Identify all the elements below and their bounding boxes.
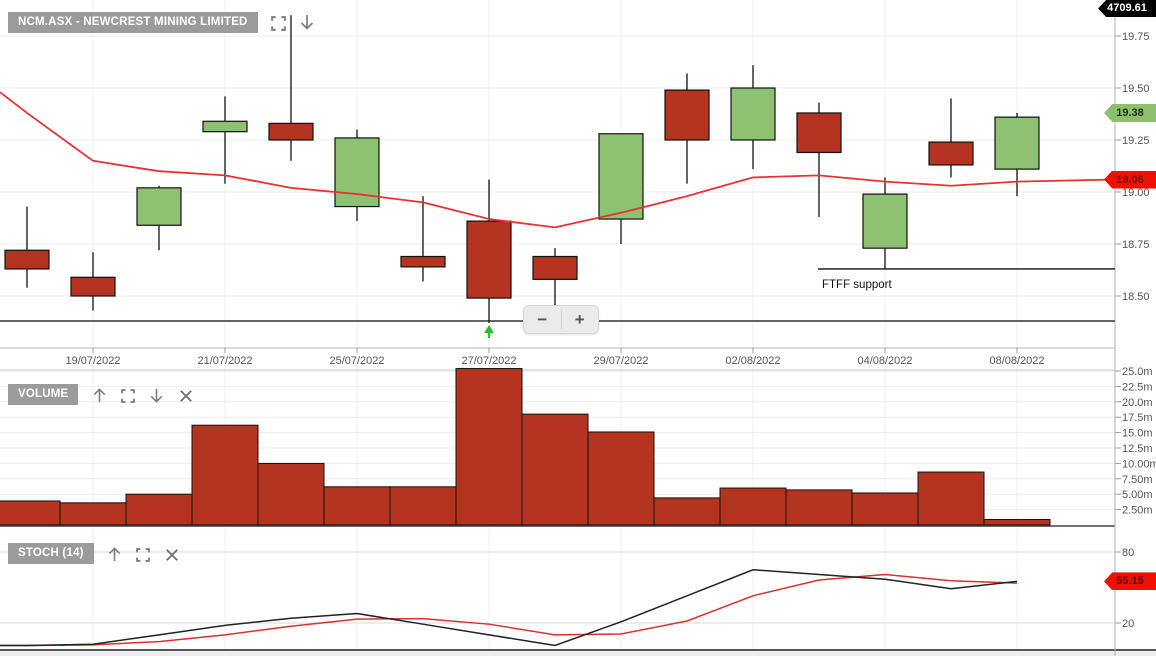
volume-axis-label: 15.0m bbox=[1122, 428, 1153, 440]
arrow-down-icon bbox=[300, 15, 314, 30]
date-axis-label: 04/08/2022 bbox=[857, 355, 912, 367]
up-arrow-marker bbox=[484, 325, 494, 333]
move-volume-down-icon[interactable] bbox=[146, 385, 166, 405]
candle-down bbox=[70, 276, 116, 297]
volume-bar bbox=[719, 487, 787, 526]
date-axis-label: 21/07/2022 bbox=[197, 355, 252, 367]
date-axis-label: 08/08/2022 bbox=[989, 355, 1044, 367]
volume-axis-label: 7.50m bbox=[1122, 474, 1153, 486]
candle-down bbox=[268, 122, 314, 141]
price-axis-label: 19.00 bbox=[1122, 187, 1150, 199]
price-axis-label: 19.75 bbox=[1122, 31, 1150, 43]
price-axis-label: 18.75 bbox=[1122, 239, 1150, 251]
stoch-axis-label: 20 bbox=[1122, 618, 1134, 630]
volume-axis-label: 20.0m bbox=[1122, 397, 1153, 409]
date-axis-label: 29/07/2022 bbox=[593, 355, 648, 367]
expand-icon bbox=[270, 15, 286, 31]
volume-bar bbox=[521, 413, 589, 526]
volume-axis-label: 12.5m bbox=[1122, 443, 1153, 455]
expand-stoch-icon[interactable] bbox=[133, 545, 153, 565]
ma-price-badge: 19.06 bbox=[1104, 170, 1156, 189]
candle-up bbox=[598, 133, 644, 220]
volume-axis-label: 10.00m bbox=[1122, 458, 1156, 470]
stoch-axis-label: 80 bbox=[1122, 547, 1134, 559]
arrow-up-icon bbox=[93, 387, 105, 402]
close-stoch-icon[interactable] bbox=[162, 545, 182, 565]
price-axis-label: 18.50 bbox=[1122, 291, 1150, 303]
volume-bar bbox=[455, 368, 523, 526]
volume-panel-badge: VOLUME bbox=[8, 384, 79, 405]
volume-bar bbox=[653, 497, 721, 526]
volume-bar bbox=[587, 431, 655, 526]
volume-axis-label: 5.00m bbox=[1122, 489, 1153, 501]
volume-bar bbox=[257, 462, 325, 526]
candle-up bbox=[994, 116, 1040, 170]
zoom-out-button[interactable]: − bbox=[524, 306, 561, 333]
stoch-value-badge: 55.15 bbox=[1104, 572, 1156, 591]
arrow-up-icon bbox=[108, 546, 120, 561]
stoch-panel-badge: STOCH (14) bbox=[8, 543, 94, 564]
candle-down bbox=[400, 255, 446, 268]
candle-up bbox=[730, 87, 776, 141]
volume-axis-label: 2.50m bbox=[1122, 505, 1153, 517]
expand-volume-icon[interactable] bbox=[118, 386, 138, 406]
volume-axis-label: 25.0m bbox=[1122, 366, 1153, 378]
volume-bar bbox=[323, 486, 391, 526]
candle-down bbox=[928, 141, 974, 166]
close-icon bbox=[180, 390, 192, 402]
bottom-strip bbox=[0, 651, 1156, 656]
date-axis-label: 25/07/2022 bbox=[329, 355, 384, 367]
volume-bar bbox=[0, 500, 61, 526]
candle-up bbox=[862, 193, 908, 249]
arrow-down-icon bbox=[150, 388, 162, 403]
candle-down bbox=[532, 255, 578, 280]
date-axis-label: 27/07/2022 bbox=[461, 355, 516, 367]
candle-up bbox=[136, 187, 182, 226]
support-annotation-label: FTFF support bbox=[822, 278, 892, 291]
volume-bar bbox=[389, 486, 457, 526]
last-price-badge: 19.38 bbox=[1104, 103, 1156, 122]
volume-axis-label: 17.5m bbox=[1122, 412, 1153, 424]
close-icon bbox=[166, 549, 178, 561]
moving-average-line bbox=[0, 91, 1116, 229]
candle-down bbox=[466, 220, 512, 299]
volume-bar bbox=[59, 502, 127, 526]
volume-bar bbox=[983, 518, 1051, 526]
close-volume-icon[interactable] bbox=[176, 386, 196, 406]
stoch-d-line bbox=[0, 573, 1018, 647]
volume-bar bbox=[191, 424, 259, 526]
expand-icon bbox=[121, 389, 135, 403]
zoom-control-divider bbox=[560, 310, 562, 329]
stoch-k-line bbox=[0, 568, 1018, 647]
price-axis-label: 19.25 bbox=[1122, 135, 1150, 147]
move-volume-up-icon[interactable] bbox=[89, 385, 109, 405]
move-panel-down-icon[interactable] bbox=[297, 12, 317, 32]
expand-panel-icon[interactable] bbox=[268, 13, 288, 33]
date-axis-label: 19/07/2022 bbox=[65, 355, 120, 367]
move-stoch-up-icon[interactable] bbox=[104, 544, 124, 564]
price-axis-label: 19.50 bbox=[1122, 83, 1150, 95]
volume-axis-label: 22.5m bbox=[1122, 381, 1153, 393]
volume-bar bbox=[851, 492, 919, 526]
zoom-in-button[interactable]: + bbox=[562, 306, 599, 333]
zoom-control: − + bbox=[523, 305, 599, 334]
date-axis-label: 02/08/2022 bbox=[725, 355, 780, 367]
candle-up bbox=[202, 120, 248, 133]
candle-down bbox=[796, 112, 842, 154]
volume-bar bbox=[785, 489, 853, 526]
volume-bar bbox=[917, 471, 985, 526]
candle-down bbox=[664, 89, 710, 141]
candle-down bbox=[4, 249, 50, 270]
index-value-badge: 4709.61 bbox=[1098, 0, 1156, 17]
volume-bar bbox=[125, 493, 193, 526]
expand-icon bbox=[136, 548, 150, 562]
symbol-title-badge: NCM.ASX - NEWCREST MINING LIMITED bbox=[8, 12, 258, 33]
